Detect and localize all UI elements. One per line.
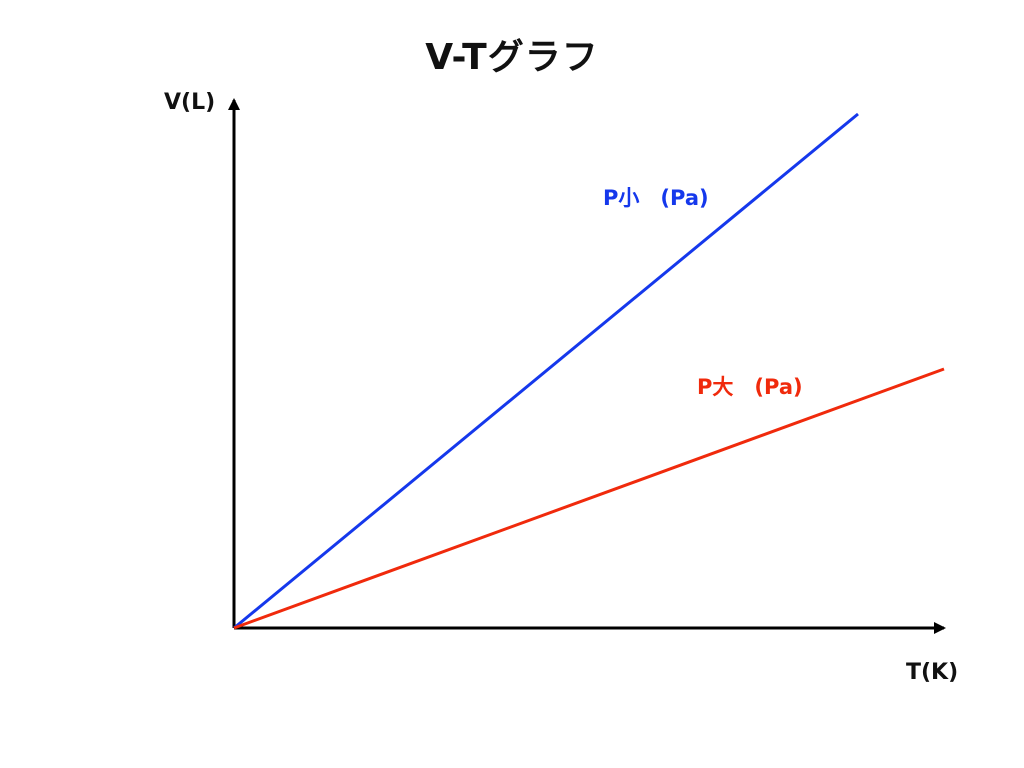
line-low-pressure — [233, 112, 859, 630]
label-low-pressure: P小 (Pa) — [603, 186, 709, 210]
line-high-pressure — [233, 367, 945, 630]
label-high-pressure: P大 (Pa) — [697, 375, 803, 399]
x-axis-label: T(K) — [906, 660, 959, 685]
graph-title: V-Tグラフ — [425, 37, 599, 78]
y-axis-label: V(L) — [164, 90, 216, 115]
